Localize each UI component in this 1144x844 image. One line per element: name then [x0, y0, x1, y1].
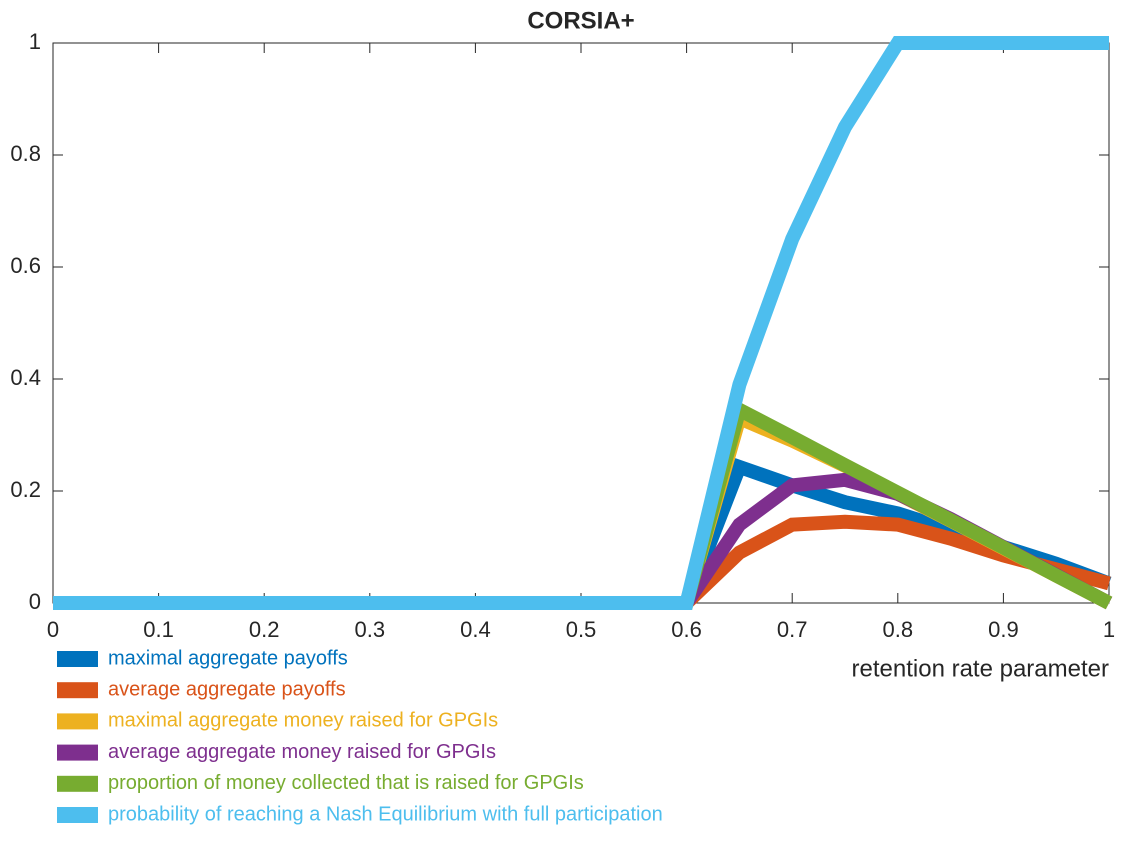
legend-swatch [57, 682, 98, 699]
x-tick-label: 0.2 [249, 617, 280, 642]
legend-swatch [57, 744, 98, 761]
y-tick-label: 0.6 [10, 253, 41, 278]
legend-label: probability of reaching a Nash Equilibri… [108, 803, 663, 825]
legend-label: average aggregate money raised for GPGIs [108, 741, 496, 763]
y-tick-label: 0.4 [10, 365, 41, 390]
chart-title: CORSIA+ [527, 7, 634, 34]
x-tick-label: 0 [47, 617, 59, 642]
x-tick-label: 0.6 [671, 617, 702, 642]
legend-label: average aggregate payoffs [108, 678, 346, 700]
legend-label: maximal aggregate payoffs [108, 647, 348, 669]
legend-swatch [57, 775, 98, 792]
legend-swatch [57, 807, 98, 823]
x-axis-label: retention rate parameter [852, 655, 1109, 682]
x-tick-label: 0.1 [143, 617, 174, 642]
x-tick-label: 0.4 [460, 617, 491, 642]
x-tick-label: 0.5 [566, 617, 597, 642]
y-tick-label: 0 [29, 589, 41, 614]
x-tick-label: 0.3 [355, 617, 386, 642]
x-tick-label: 0.9 [988, 617, 1019, 642]
legend-swatch [57, 713, 98, 730]
series-line [53, 36, 1109, 610]
x-tick-label: 0.8 [883, 617, 914, 642]
x-tick-label: 0.7 [777, 617, 808, 642]
y-tick-label: 0.8 [10, 141, 41, 166]
legend-label: maximal aggregate money raised for GPGIs [108, 710, 498, 732]
legend-swatch [57, 651, 98, 667]
y-tick-label: 1 [29, 29, 41, 54]
y-tick-label: 0.2 [10, 477, 41, 502]
legend-label: proportion of money collected that is ra… [108, 772, 584, 794]
x-tick-label: 1 [1103, 617, 1115, 642]
